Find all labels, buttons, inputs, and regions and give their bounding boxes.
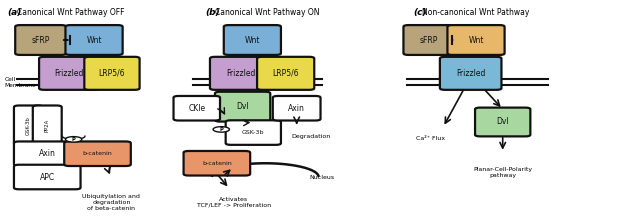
Text: Frizzled: Frizzled: [456, 69, 485, 78]
Circle shape: [66, 137, 82, 142]
Text: PP2A: PP2A: [45, 119, 50, 132]
Text: (c): (c): [413, 8, 427, 17]
FancyBboxPatch shape: [224, 25, 281, 55]
FancyBboxPatch shape: [184, 151, 250, 176]
Text: LRP5/6: LRP5/6: [98, 69, 126, 78]
Text: CKIe: CKIe: [188, 104, 205, 113]
FancyBboxPatch shape: [66, 25, 122, 55]
Text: Wnt: Wnt: [468, 35, 484, 44]
Text: P: P: [220, 127, 223, 132]
Text: Frizzled: Frizzled: [54, 69, 84, 78]
Text: Frizzled: Frizzled: [226, 69, 256, 78]
FancyBboxPatch shape: [33, 105, 62, 145]
FancyBboxPatch shape: [257, 57, 314, 90]
FancyBboxPatch shape: [174, 96, 220, 121]
FancyBboxPatch shape: [215, 92, 270, 122]
FancyBboxPatch shape: [440, 57, 502, 90]
Text: APC: APC: [40, 173, 55, 181]
Text: GSK-3b: GSK-3b: [26, 116, 31, 135]
Text: Degradation: Degradation: [292, 134, 331, 139]
Text: sFRP: sFRP: [420, 35, 438, 44]
FancyBboxPatch shape: [210, 57, 271, 90]
FancyBboxPatch shape: [64, 141, 131, 166]
Text: b-catenin: b-catenin: [83, 151, 112, 156]
Text: Axin: Axin: [288, 104, 305, 113]
FancyBboxPatch shape: [39, 57, 100, 90]
Text: Wnt: Wnt: [86, 35, 102, 44]
FancyBboxPatch shape: [226, 120, 281, 145]
Text: Canonical Wnt Pathway OFF: Canonical Wnt Pathway OFF: [17, 8, 124, 17]
FancyBboxPatch shape: [15, 25, 66, 55]
Text: Non-canonical Wnt Pathway: Non-canonical Wnt Pathway: [422, 8, 529, 17]
Text: P: P: [72, 137, 76, 142]
FancyBboxPatch shape: [403, 25, 454, 55]
Circle shape: [213, 127, 230, 132]
Text: Ubiquitylation and
degradation
of beta-catenin: Ubiquitylation and degradation of beta-c…: [83, 194, 140, 211]
Text: Ca²⁺ Flux: Ca²⁺ Flux: [416, 136, 445, 141]
Text: Nucleus: Nucleus: [309, 175, 334, 180]
Text: Dvl: Dvl: [237, 102, 249, 111]
Text: Axin: Axin: [39, 149, 56, 158]
Text: b-catenin: b-catenin: [202, 161, 232, 166]
Text: sFRP: sFRP: [32, 35, 50, 44]
FancyBboxPatch shape: [475, 108, 530, 136]
Text: Planar-Cell-Polarity
pathway: Planar-Cell-Polarity pathway: [473, 167, 533, 178]
FancyBboxPatch shape: [14, 141, 81, 166]
Text: Canonical Wnt Pathway ON: Canonical Wnt Pathway ON: [215, 8, 319, 17]
FancyBboxPatch shape: [14, 105, 43, 145]
FancyBboxPatch shape: [447, 25, 505, 55]
Text: (a): (a): [8, 8, 22, 17]
Text: Cell
Membrane: Cell Membrane: [4, 78, 36, 88]
Text: (b): (b): [206, 8, 220, 17]
Text: Dvl: Dvl: [497, 118, 509, 127]
FancyBboxPatch shape: [85, 57, 139, 90]
Text: GSK-3b: GSK-3b: [242, 130, 264, 135]
Text: Wnt: Wnt: [245, 35, 260, 44]
FancyBboxPatch shape: [273, 96, 321, 121]
FancyBboxPatch shape: [14, 165, 81, 189]
Text: Activates
TCF/LEF -> Proliferation: Activates TCF/LEF -> Proliferation: [197, 197, 271, 208]
Text: LRP5/6: LRP5/6: [273, 69, 299, 78]
